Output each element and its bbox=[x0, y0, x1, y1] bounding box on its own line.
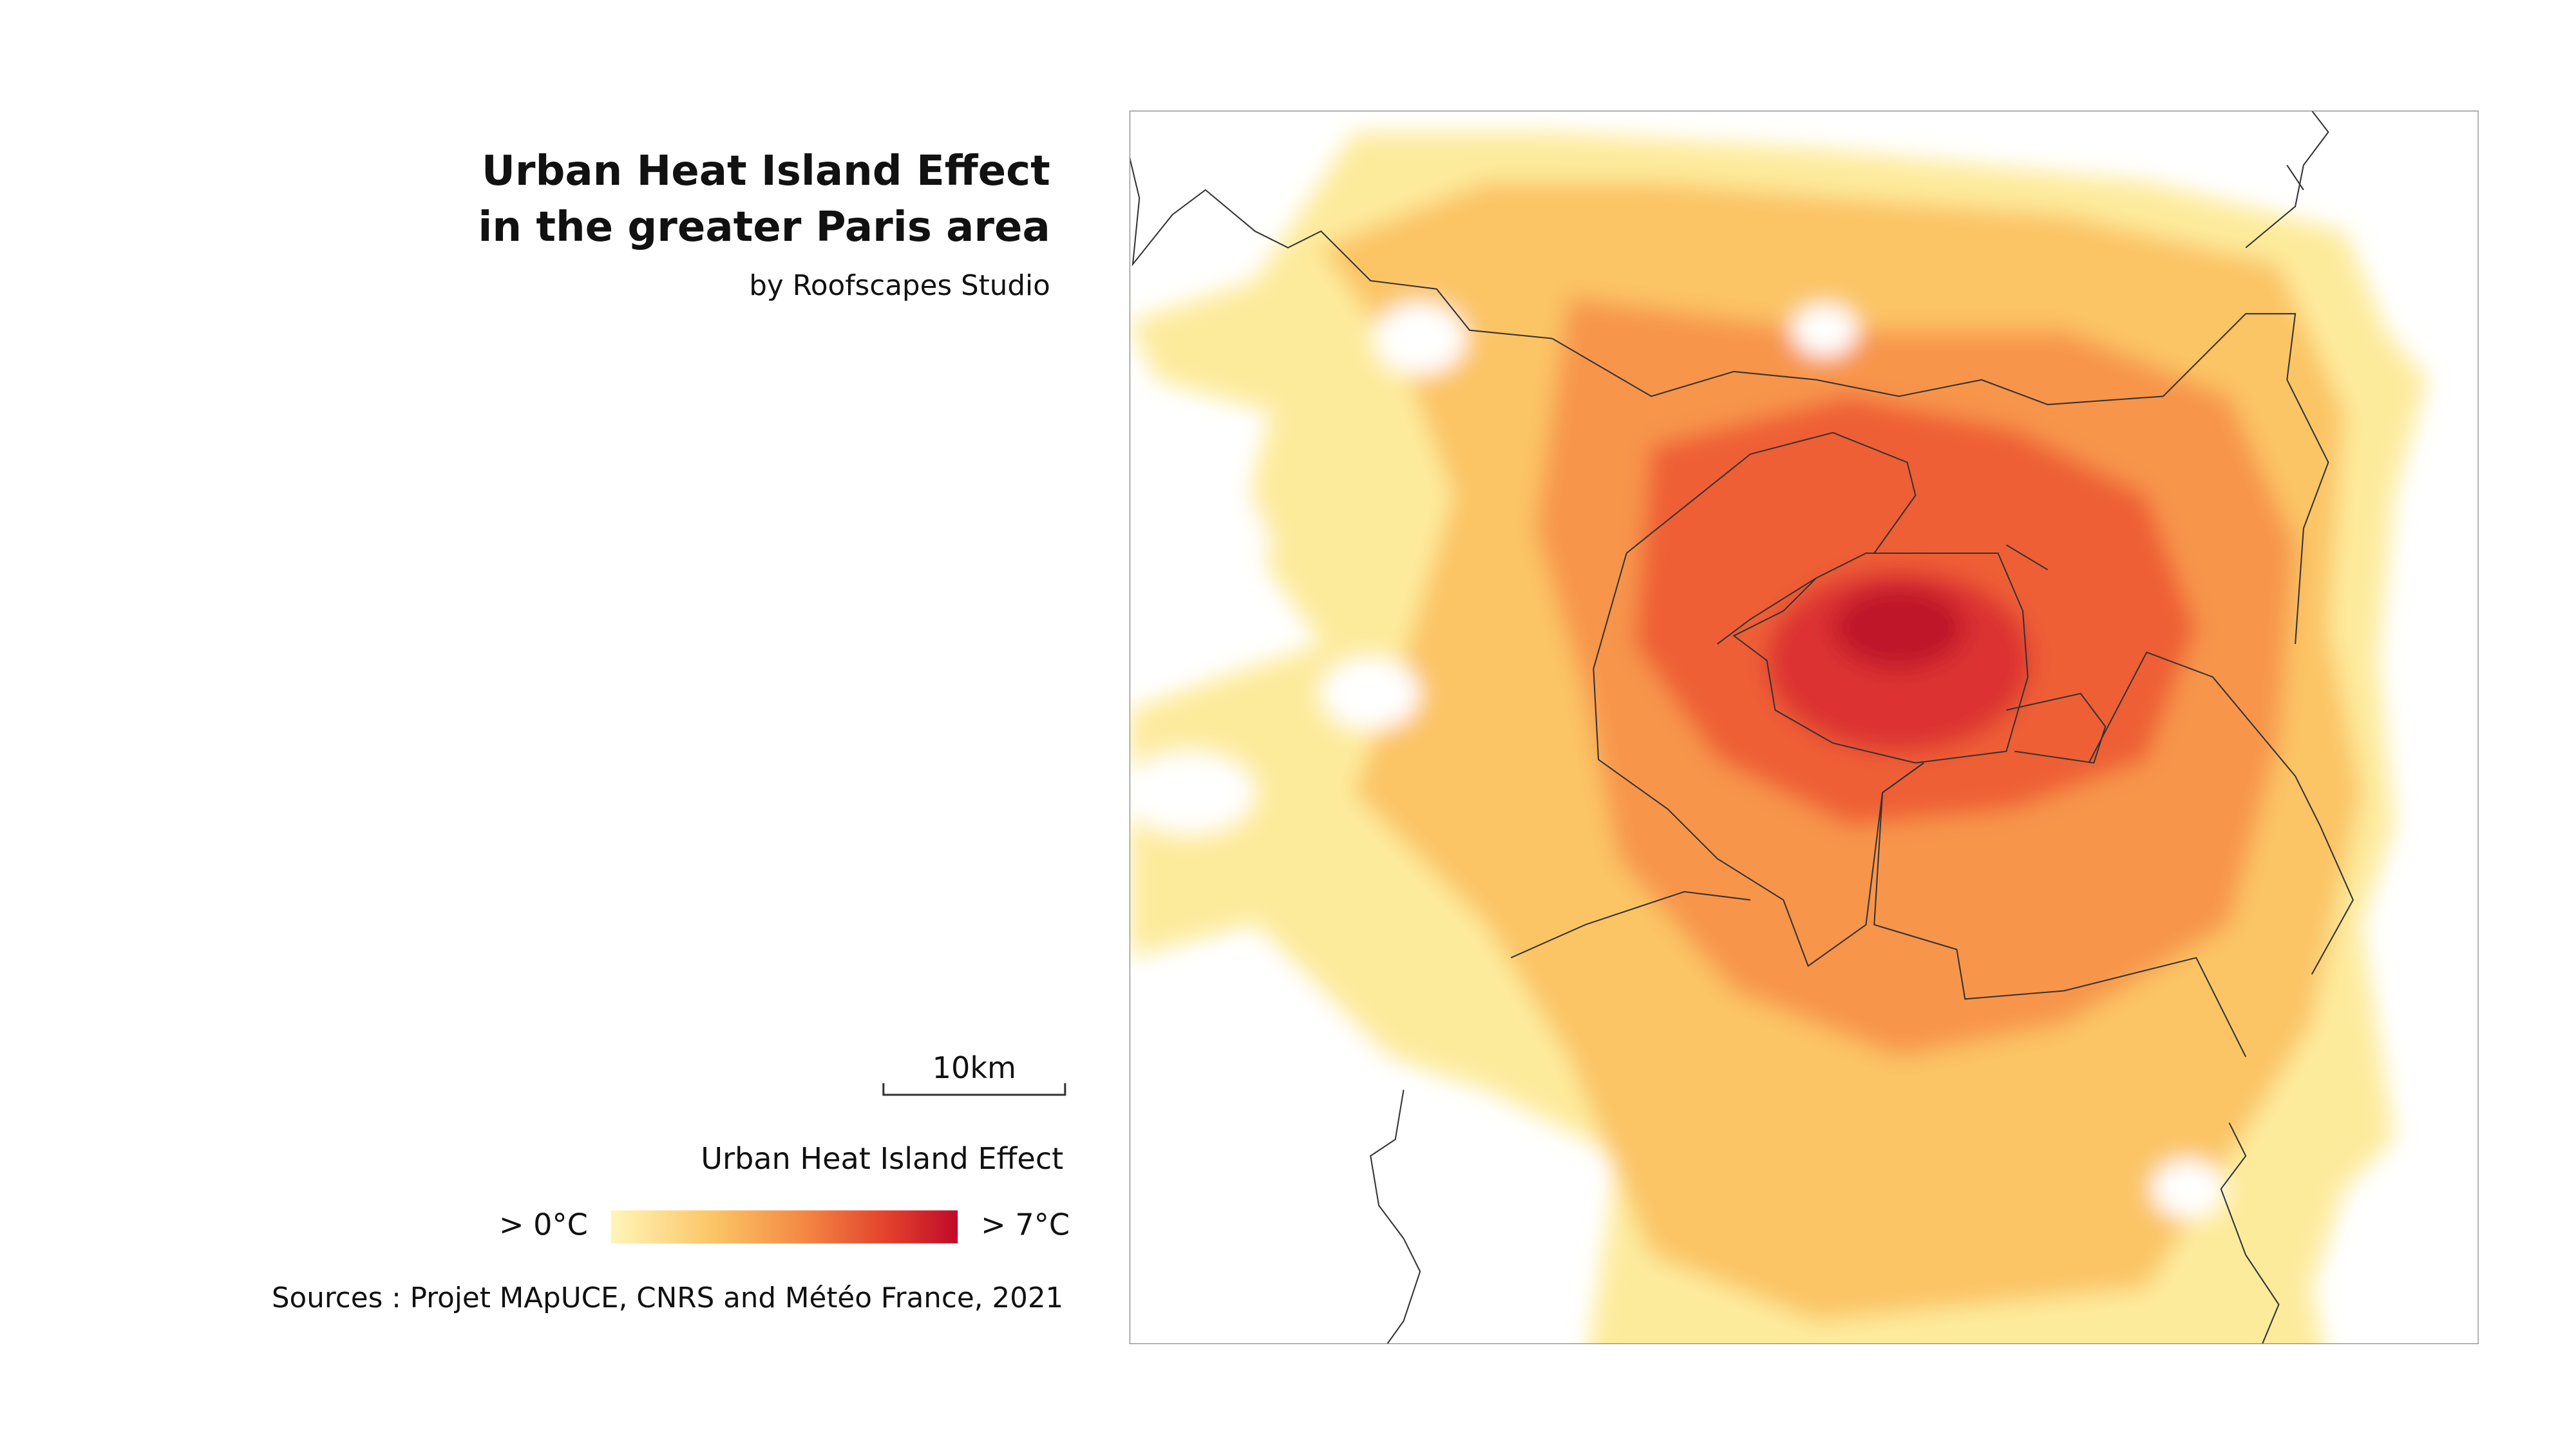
legend-max-label: > 7°C bbox=[981, 1208, 1070, 1242]
title-line: Urban Heat Island Effect bbox=[482, 147, 1050, 195]
scale-bar: 10km bbox=[882, 1050, 1066, 1096]
legend-title: Urban Heat Island Effect bbox=[701, 1141, 1063, 1176]
scale-label: 10km bbox=[933, 1050, 1016, 1085]
legend-gradient bbox=[611, 1210, 958, 1244]
title-line: in the greater Paris area bbox=[478, 204, 1050, 251]
heat-map bbox=[1129, 110, 2479, 1345]
source: Sources : Projet MApUCE, CNRS and Météo … bbox=[272, 1282, 1063, 1314]
legend-min-label: > 0°C bbox=[499, 1208, 588, 1242]
subtitle: by Roofscapes Studio bbox=[749, 270, 1050, 302]
